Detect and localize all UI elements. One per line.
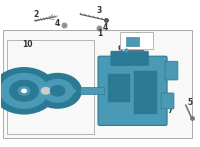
Circle shape [22, 89, 26, 92]
Bar [3, 30, 192, 138]
Text: 2: 2 [33, 10, 39, 19]
Bar [126, 37, 139, 46]
Circle shape [10, 80, 38, 101]
Bar [7, 40, 94, 134]
Circle shape [0, 68, 56, 114]
Text: 9: 9 [118, 45, 123, 54]
Text: 1: 1 [97, 29, 103, 38]
Bar [120, 32, 153, 49]
FancyBboxPatch shape [161, 93, 174, 109]
Text: 8: 8 [134, 32, 139, 41]
Circle shape [37, 84, 55, 97]
Bar [108, 74, 130, 102]
Text: 4: 4 [55, 19, 60, 28]
FancyBboxPatch shape [98, 56, 167, 125]
Bar [134, 71, 157, 114]
Text: 4: 4 [102, 23, 108, 32]
FancyBboxPatch shape [165, 61, 178, 80]
Circle shape [50, 86, 65, 96]
Circle shape [0, 74, 48, 108]
Circle shape [34, 74, 81, 108]
FancyBboxPatch shape [111, 51, 148, 66]
Circle shape [42, 80, 73, 102]
Text: 5: 5 [187, 98, 192, 107]
Text: 10: 10 [22, 40, 32, 49]
Text: 7: 7 [167, 106, 173, 115]
Circle shape [18, 87, 30, 95]
Text: 6: 6 [172, 62, 178, 71]
Text: 3: 3 [96, 6, 102, 15]
Bar [80, 87, 104, 94]
Circle shape [41, 88, 50, 94]
